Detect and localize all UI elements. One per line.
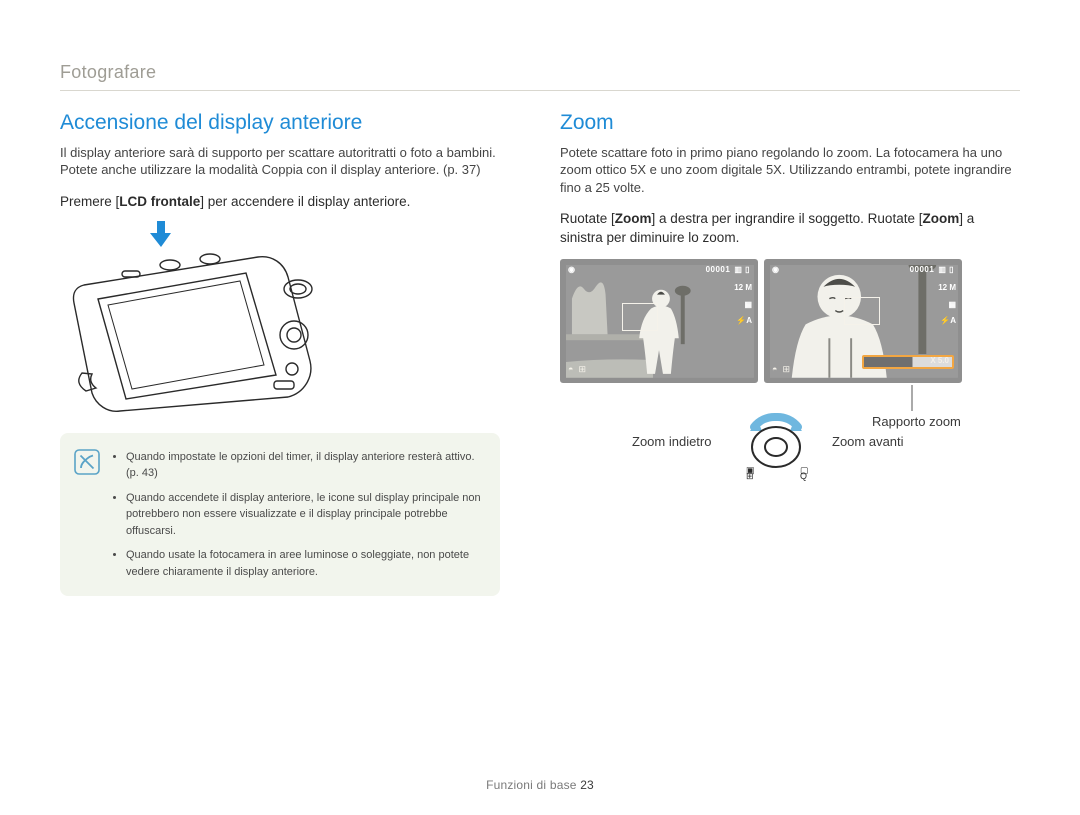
hud-counter: 00001: [706, 265, 731, 276]
right-instruction: Ruotate [Zoom] a destra per ingrandire i…: [560, 210, 1020, 246]
left-intro: Il display anteriore sarà di supporto pe…: [60, 144, 520, 179]
note-item: Quando usate la fotocamera in aree lumin…: [126, 547, 482, 580]
hud-flash-value: A: [950, 316, 956, 325]
left-instruction: Premere [LCD frontale] per accendere il …: [60, 193, 520, 211]
battery-icon: ▥ ▯: [734, 265, 750, 276]
mode-icon: ⊞: [578, 363, 586, 375]
right-instr-pre: Ruotate [: [560, 211, 615, 226]
hud-right: 12 M ▦ ⚡A: [938, 283, 956, 327]
left-title: Accensione del display anteriore: [60, 109, 520, 137]
focus-rect: [622, 303, 658, 331]
hud-top: ◉ 00001 ▥ ▯: [772, 265, 954, 276]
note-item: Quando impostate le opzioni del timer, i…: [126, 449, 482, 482]
right-instr-mid: ] a destra per ingrandire il soggetto. R…: [652, 211, 923, 226]
zoom-fwd-label: Zoom avanti: [832, 433, 904, 451]
hud-counter: 00001: [910, 265, 935, 276]
right-intro: Potete scattare foto in primo piano rego…: [560, 144, 1020, 197]
right-title: Zoom: [560, 109, 1020, 137]
camera-mode-icon: ◉: [568, 265, 575, 276]
hud-flash-value: A: [746, 316, 752, 325]
note-item: Quando accendete il display anteriore, l…: [126, 490, 482, 540]
note-box: Quando impostate le opzioni del timer, i…: [60, 433, 500, 597]
shot-tele: ◉ 00001 ▥ ▯ 12 M ▦ ⚡A X 5.0: [764, 259, 962, 383]
right-column: Zoom Potete scattare foto in primo piano…: [560, 109, 1020, 596]
labels-row: Rapporto zoom: [566, 387, 996, 407]
mode-icon: ◓: [568, 363, 573, 375]
right-instr-bold: Zoom: [615, 211, 652, 226]
left-instruction-pre: Premere [: [60, 194, 119, 209]
right-instr-bold2: Zoom: [922, 211, 959, 226]
svg-text:Q: Q: [800, 471, 807, 481]
flash-icon: ⚡A: [940, 316, 956, 327]
quality-icon: ▦: [948, 300, 956, 311]
hud-bottom-left: ◓ ⊞: [772, 363, 790, 375]
camera-illustration: [62, 243, 322, 413]
hud-right: 12 M ▦ ⚡A: [734, 283, 752, 327]
quality-icon: ▦: [744, 300, 752, 311]
page-number: 23: [580, 778, 594, 792]
left-instruction-bold: LCD frontale: [119, 194, 200, 209]
note-list: Quando impostate le opzioni del timer, i…: [110, 449, 482, 581]
focus-rect: [844, 297, 880, 325]
hud-top: ◉ 00001 ▥ ▯: [568, 265, 750, 276]
battery-icon: ▥ ▯: [938, 265, 954, 276]
left-column: Accensione del display anteriore Il disp…: [60, 109, 520, 596]
footer-label: Funzioni di base: [486, 778, 580, 792]
zoom-indicator: X 5.0: [862, 355, 954, 369]
content-columns: Accensione del display anteriore Il disp…: [60, 109, 1020, 596]
flash-icon: ⚡A: [736, 316, 752, 327]
svg-text:⊞: ⊞: [746, 471, 754, 481]
note-icon: [74, 449, 100, 581]
hud-res: 12 M: [938, 283, 956, 294]
zoom-dial-row: Zoom indietro Zoom avanti ▣ ⊞ ▢ Q: [560, 411, 990, 501]
camera-mode-icon: ◉: [772, 265, 779, 276]
shot-wide: ◉ 00001 ▥ ▯ 12 M ▦ ⚡A ◓ ⊞: [560, 259, 758, 383]
mode-icon: ⊞: [782, 363, 790, 375]
hud-bottom-left: ◓ ⊞: [568, 363, 586, 375]
hud-res: 12 M: [734, 283, 752, 294]
zoom-dial-icon: ▣ ⊞ ▢ Q: [736, 411, 816, 481]
left-instruction-post: ] per accendere il display anteriore.: [200, 194, 410, 209]
zoom-shots: ◉ 00001 ▥ ▯ 12 M ▦ ⚡A ◓ ⊞: [560, 259, 1020, 383]
mode-icon: ◓: [772, 363, 777, 375]
zoom-value: X 5.0: [930, 356, 949, 367]
section-header: Fotografare: [60, 60, 1020, 91]
page-footer: Funzioni di base 23: [0, 777, 1080, 793]
zoom-back-label: Zoom indietro: [632, 433, 711, 451]
